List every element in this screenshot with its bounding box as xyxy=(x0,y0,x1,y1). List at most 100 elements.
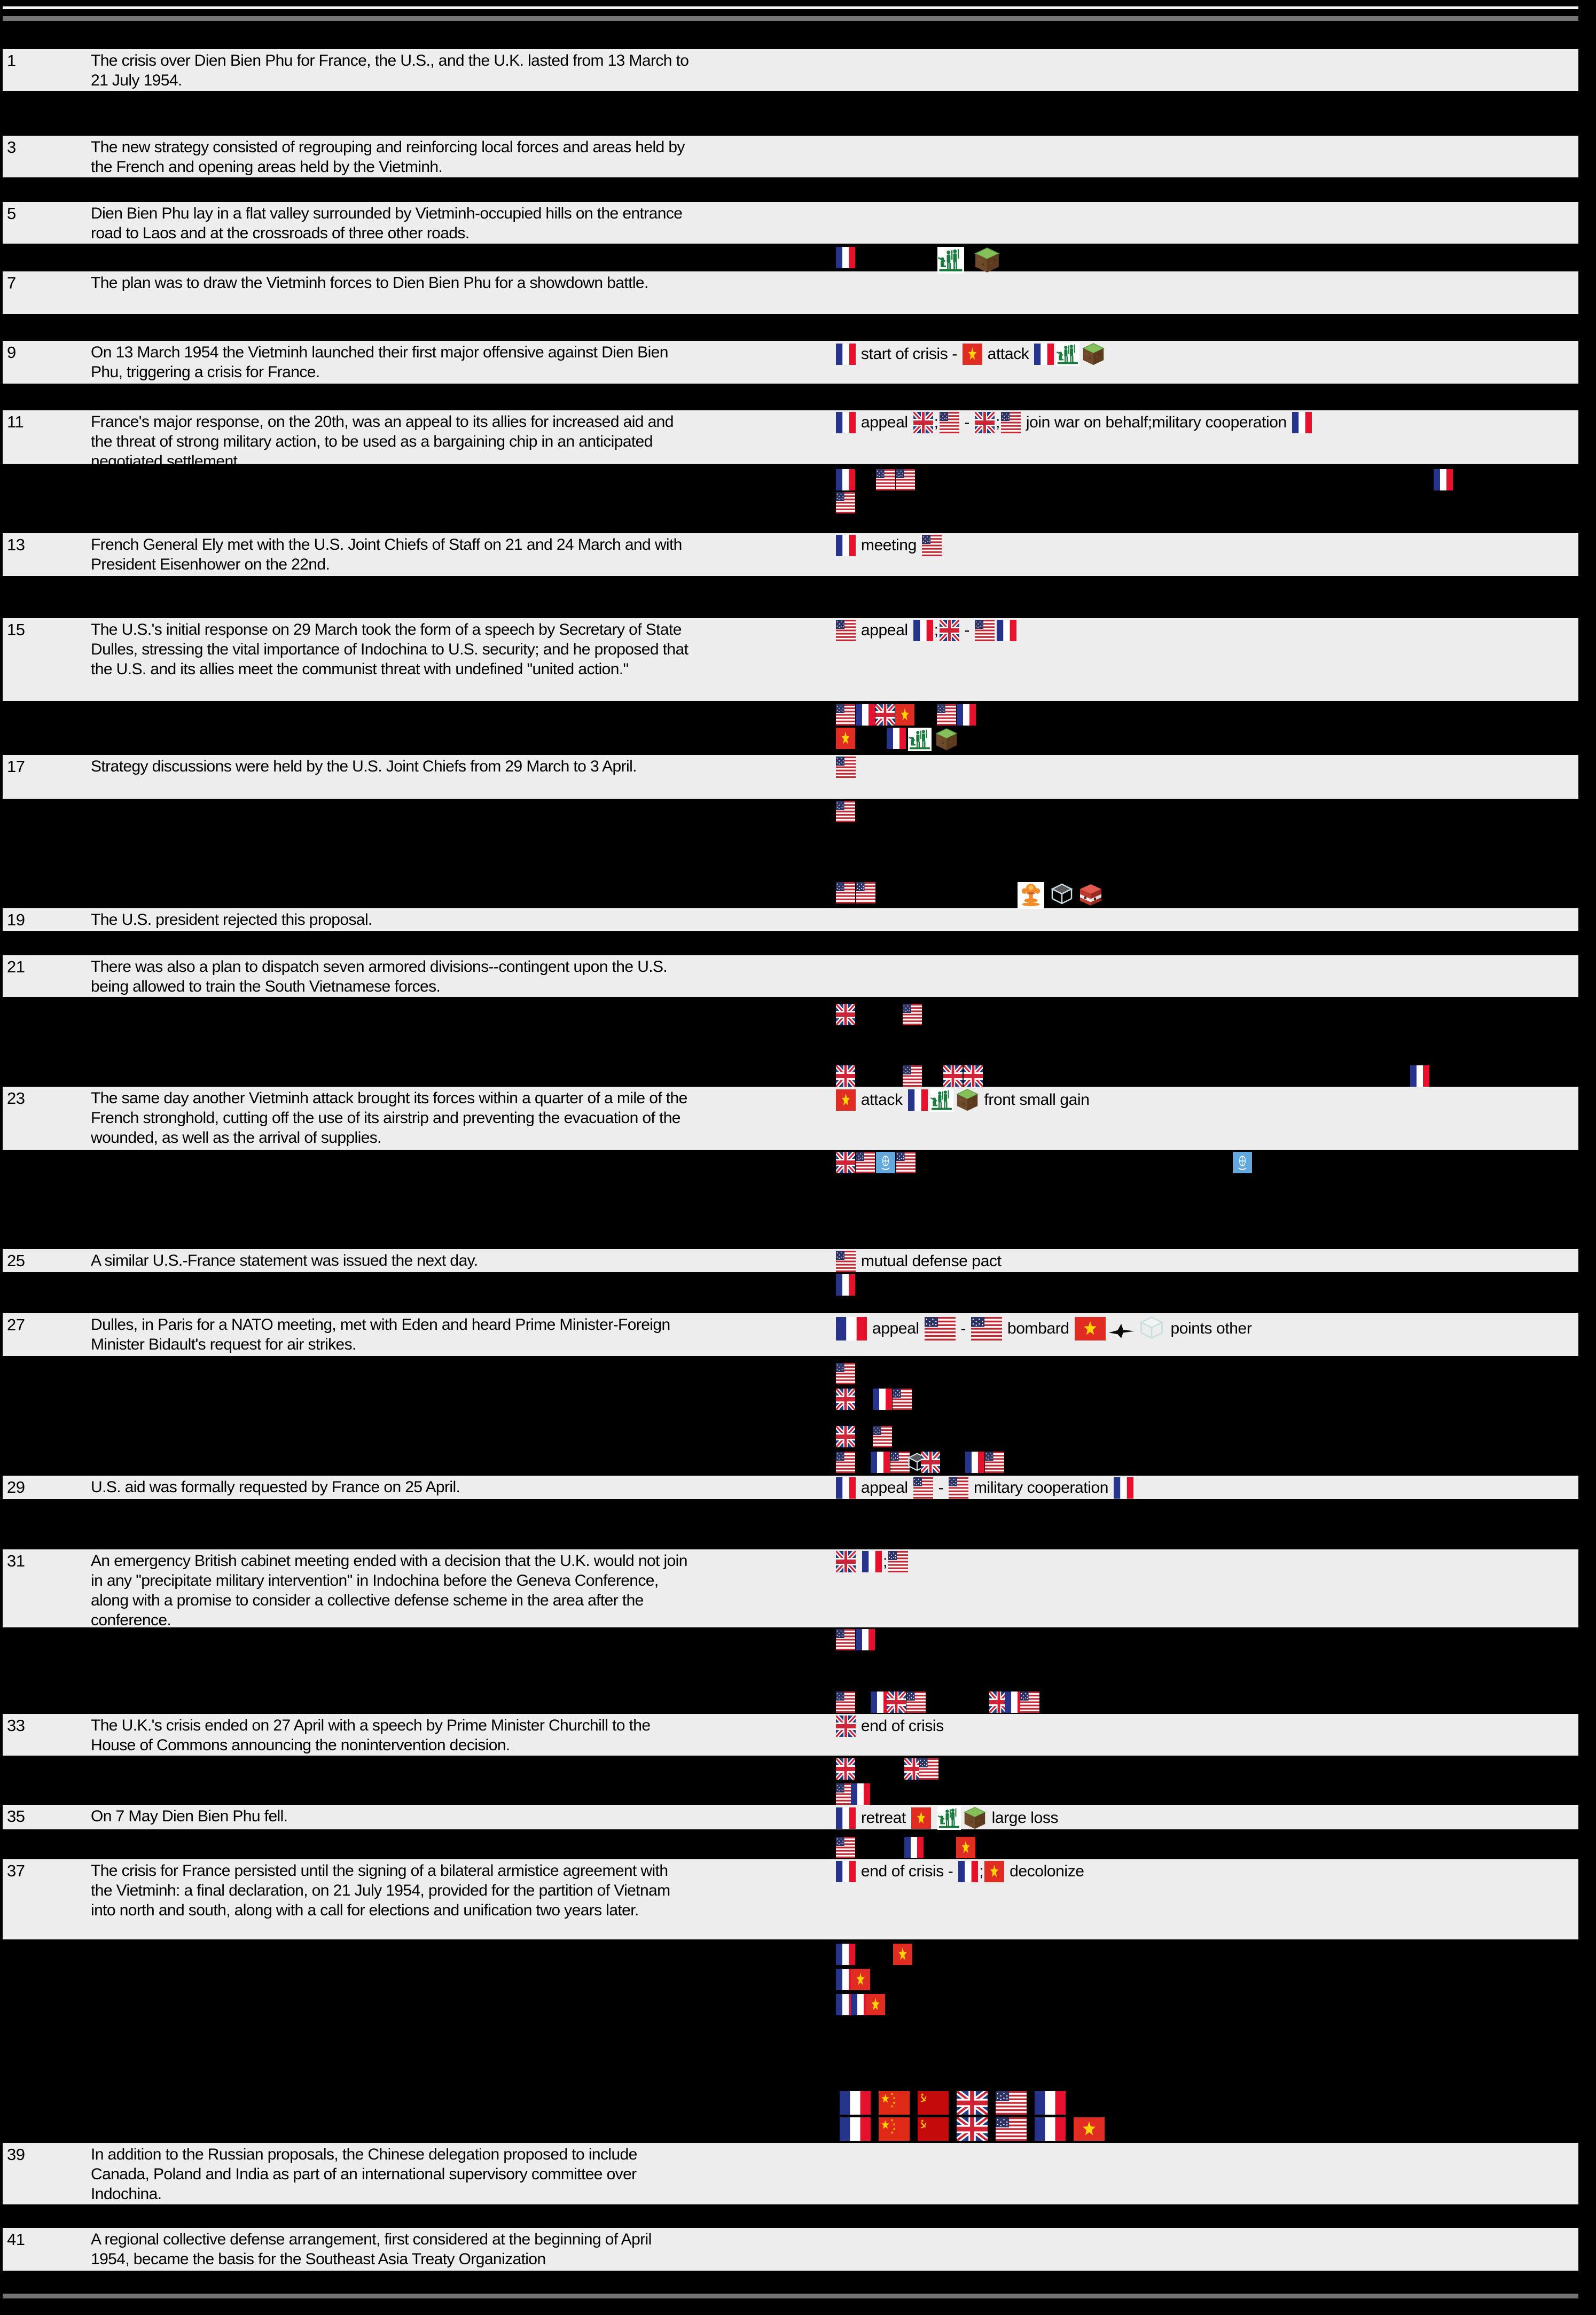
flag-france-icon xyxy=(835,535,857,556)
event-flag-line xyxy=(0,1756,1596,1784)
flag-france-icon xyxy=(851,1783,870,1807)
flag-united-states-icon xyxy=(836,801,855,825)
event-flag-line xyxy=(0,1628,1596,1655)
flag-north-vietnam-icon xyxy=(956,1837,975,1861)
sentence-row: 9 On 13 March 1954 the Vietminh launched … xyxy=(3,341,1578,384)
flag-united-states-icon xyxy=(836,1629,855,1653)
flag-united-states-icon xyxy=(835,620,857,641)
sentence-row: 15 The U.S.'s initial response on 29 Marc… xyxy=(3,618,1578,701)
event-flag-line xyxy=(0,800,1596,827)
sentence-row: 3 The new strategy consisted of regroupin… xyxy=(3,136,1578,177)
sentence-text: The same day another Vietminh attack bro… xyxy=(91,1089,687,1147)
sentence-row: 21 There was also a plan to dispatch seve… xyxy=(3,955,1578,997)
flag-united-states-icon xyxy=(887,1551,909,1572)
event-annotation: end of crisis - ; decolonize xyxy=(835,1861,1084,1882)
flag-north-vietnam-icon xyxy=(1074,1317,1107,1340)
flag-north-vietnam-icon xyxy=(851,1969,870,1993)
row-number: 15 xyxy=(7,620,25,639)
event-text: bombard xyxy=(1003,1320,1074,1337)
flag-north-vietnam-icon xyxy=(866,1994,885,2018)
army-soldiers-icon xyxy=(936,1806,962,1830)
flag-soviet-union-icon xyxy=(918,2091,949,2117)
glass-cube-icon xyxy=(1137,1315,1167,1343)
flag-united-states-icon xyxy=(921,535,943,556)
event-annotation: end of crisis xyxy=(835,1716,944,1737)
flag-north-vietnam-icon xyxy=(835,1089,857,1111)
flag-china-icon xyxy=(879,2091,910,2117)
flag-united-states-icon xyxy=(912,1477,934,1499)
sentence-text: Dien Bien Phu lay in a flat valley surro… xyxy=(91,205,683,242)
sentence-text: On 13 March 1954 the Vietminh launched t… xyxy=(91,344,668,381)
row-number: 17 xyxy=(7,757,25,776)
top-highlight-bar xyxy=(3,6,1578,9)
flag-united-kingdom-icon xyxy=(835,1551,857,1572)
event-flag-line xyxy=(0,246,1596,274)
flag-france-icon xyxy=(873,1389,892,1413)
flag-united-states-icon xyxy=(903,1065,922,1089)
army-soldiers-icon xyxy=(908,728,932,754)
row-number: 29 xyxy=(7,1478,25,1496)
flag-united-kingdom-icon xyxy=(835,1423,856,1450)
sentence-text: The U.S.'s initial response on 29 March … xyxy=(91,621,689,678)
event-text: - xyxy=(934,1479,948,1496)
flag-north-vietnam-icon xyxy=(961,344,983,365)
flag-north-vietnam-icon xyxy=(893,1944,912,1968)
mushroom-cloud-icon xyxy=(1018,882,1044,911)
flag-france-icon xyxy=(957,704,976,728)
event-text: ; xyxy=(979,1862,984,1880)
flag-united-states-icon xyxy=(996,2091,1027,2117)
event-flag-line xyxy=(0,1149,1596,1178)
flag-north-vietnam-icon xyxy=(836,728,855,752)
army-soldiers-icon xyxy=(929,1088,955,1112)
event-annotation: meeting xyxy=(835,535,943,556)
flag-united-kingdom-icon xyxy=(938,620,960,641)
sentence-text: There was also a plan to dispatch seven … xyxy=(91,958,668,995)
event-flag-line xyxy=(0,1968,1596,1994)
event-flag-line xyxy=(0,1993,1596,2020)
flag-china-icon xyxy=(879,2117,910,2143)
event-annotation: appeal - bombard points other xyxy=(835,1315,1252,1343)
sentence-text: Strategy discussions were held by the U.… xyxy=(91,758,637,775)
event-text: attack xyxy=(857,1091,907,1109)
flag-united-states-icon xyxy=(890,1452,910,1476)
flag-united-states-icon xyxy=(896,1152,916,1176)
flag-united-states-icon xyxy=(974,620,996,641)
flag-united-states-icon xyxy=(836,1363,855,1387)
row-number: 23 xyxy=(7,1089,25,1108)
event-flag-line xyxy=(0,2088,1596,2117)
flag-france-icon xyxy=(1291,412,1313,433)
grass-block-icon xyxy=(974,247,1000,276)
event-text: end of crisis - xyxy=(857,1862,958,1880)
army-soldiers-icon xyxy=(937,247,964,276)
event-text: join war on behalf;military cooperation xyxy=(1021,414,1291,431)
row-number: 25 xyxy=(7,1251,25,1270)
flag-united-kingdom-icon xyxy=(835,1149,856,1176)
sentence-text: The U.K.'s crisis ended on 27 April with… xyxy=(91,1717,651,1754)
fighter-jet-icon xyxy=(1107,1318,1137,1340)
event-text: front small gain xyxy=(980,1091,1090,1109)
sentence-row: 31 An emergency British cabinet meeting e… xyxy=(3,1549,1578,1629)
event-annotation xyxy=(835,757,857,778)
flag-france-icon xyxy=(836,469,855,493)
flag-united-states-icon xyxy=(996,2117,1027,2143)
row-number: 33 xyxy=(7,1716,25,1735)
flag-united-states-icon xyxy=(906,1692,926,1716)
glass-cube-icon xyxy=(1049,882,1075,910)
flag-united-kingdom-icon xyxy=(955,2088,989,2117)
flag-united-states-icon xyxy=(919,1758,938,1782)
event-annotation: mutual defense pact xyxy=(835,1251,1002,1272)
flag-united-states-icon xyxy=(896,469,915,493)
flag-france-icon xyxy=(1035,2117,1066,2143)
flag-united-states-icon xyxy=(835,757,857,778)
flag-united-kingdom-icon xyxy=(912,412,934,433)
flag-united-kingdom-icon xyxy=(974,412,996,433)
flag-united-nations-icon xyxy=(1233,1152,1252,1176)
event-text: appeal xyxy=(857,621,912,639)
flag-france-icon xyxy=(1033,344,1055,365)
flag-north-vietnam-icon xyxy=(910,1807,932,1829)
sentence-row: 13 French General Ely met with the U.S. J… xyxy=(3,533,1578,576)
event-text: appeal xyxy=(857,414,912,431)
row-number: 1 xyxy=(7,51,16,70)
sentence-text: Dulles, in Paris for a NATO meeting, met… xyxy=(91,1316,670,1353)
flag-united-states-icon xyxy=(970,1317,1003,1340)
